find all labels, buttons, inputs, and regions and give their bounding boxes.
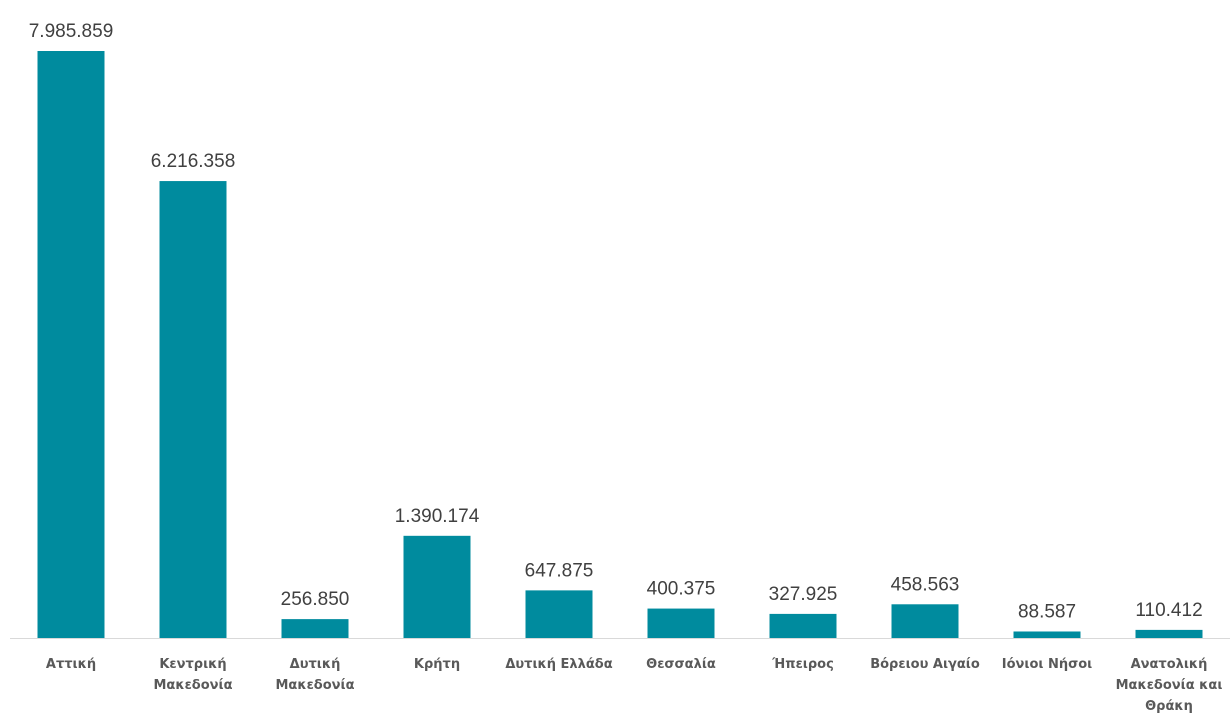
category-label-line: Μακεδονία (153, 678, 232, 693)
category-label: Ιόνιοι Νήσοι (1002, 657, 1092, 672)
bar-5 (647, 608, 715, 638)
category-label-line: Κεντρική (159, 657, 226, 672)
value-labels-group: 7.985.859 6.216.358 256.850 1.390.174 647.87… (29, 21, 1203, 622)
value-label: 88.587 (1018, 601, 1076, 622)
value-label: 327.925 (769, 584, 838, 605)
category-label-line: Κρήτη (414, 657, 460, 672)
category-label-line: Μακεδονία (275, 678, 354, 693)
category-label: Δυτική Μακεδονία (275, 657, 354, 693)
category-label: Δυτική Ελλάδα (505, 657, 612, 672)
category-label: Αττική (46, 657, 96, 672)
category-label: Ανατολική Μακεδονία και Θράκη (1116, 657, 1223, 714)
value-label: 647.875 (525, 560, 594, 581)
bar-7 (891, 604, 959, 638)
category-labels-group: Αττική Κεντρική Μακεδονία Δυτική Μακεδονία Κρ… (46, 657, 1223, 714)
category-label-line: Δυτική (290, 657, 341, 672)
value-label: 400.375 (647, 579, 716, 600)
bar-0 (37, 51, 105, 638)
category-label: Κεντρική Μακεδονία (153, 657, 232, 693)
category-label-line: Μακεδονία και (1116, 678, 1223, 693)
value-label: 256.850 (281, 589, 350, 610)
bar-8 (1013, 631, 1081, 638)
category-label-line: Θράκη (1145, 699, 1193, 714)
value-label: 7.985.859 (29, 21, 114, 42)
category-label-line: Δυτική Ελλάδα (505, 657, 612, 672)
bar-3 (403, 535, 471, 638)
value-label: 458.563 (891, 574, 960, 595)
category-label: Κρήτη (414, 657, 460, 672)
bar-6 (769, 613, 837, 638)
value-label: 1.390.174 (395, 506, 480, 527)
bar-1 (159, 181, 227, 638)
category-label-line: Αττική (46, 657, 96, 672)
category-label-line: Ιόνιοι Νήσοι (1002, 657, 1092, 672)
category-label-line: Θεσσαλία (646, 657, 716, 672)
value-label: 6.216.358 (151, 151, 236, 172)
bar-9 (1135, 629, 1203, 638)
bar-4 (525, 590, 593, 638)
value-label: 110.412 (1135, 600, 1202, 621)
category-label: Βόρειου Αιγαίο (870, 657, 980, 672)
category-label-line: Ανατολική (1131, 657, 1208, 672)
category-label: Θεσσαλία (646, 657, 716, 672)
bars-group (37, 51, 1203, 638)
bar-2 (281, 619, 349, 638)
category-label-line: Βόρειου Αιγαίο (870, 657, 980, 672)
category-label: Ήπειρος (771, 657, 834, 672)
category-label-line: Ήπειρος (771, 657, 834, 672)
